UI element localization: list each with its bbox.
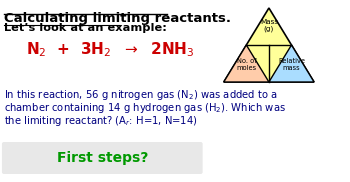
Text: No. of
moles: No. of moles	[236, 58, 257, 71]
Text: First steps?: First steps?	[57, 151, 148, 165]
FancyBboxPatch shape	[2, 142, 203, 174]
Text: Mass
(g): Mass (g)	[260, 19, 278, 32]
Text: N$_2$  +  3H$_2$  $\rightarrow$  2NH$_3$: N$_2$ + 3H$_2$ $\rightarrow$ 2NH$_3$	[26, 41, 195, 59]
Text: chamber containing 14 g hydrogen gas (H$_2$). Which was: chamber containing 14 g hydrogen gas (H$…	[4, 101, 286, 115]
Text: In this reaction, 56 g nitrogen gas (N$_2$) was added to a: In this reaction, 56 g nitrogen gas (N$_…	[4, 88, 278, 102]
Text: the limiting reactant? (A$_r$: H=1, N=14): the limiting reactant? (A$_r$: H=1, N=14…	[4, 114, 198, 128]
Polygon shape	[224, 45, 269, 82]
Text: Relative
mass: Relative mass	[278, 58, 305, 71]
Polygon shape	[224, 8, 314, 82]
Polygon shape	[269, 45, 314, 82]
Text: Calculating limiting reactants.: Calculating limiting reactants.	[4, 12, 231, 25]
Text: Let’s look at an example:: Let’s look at an example:	[4, 23, 167, 33]
